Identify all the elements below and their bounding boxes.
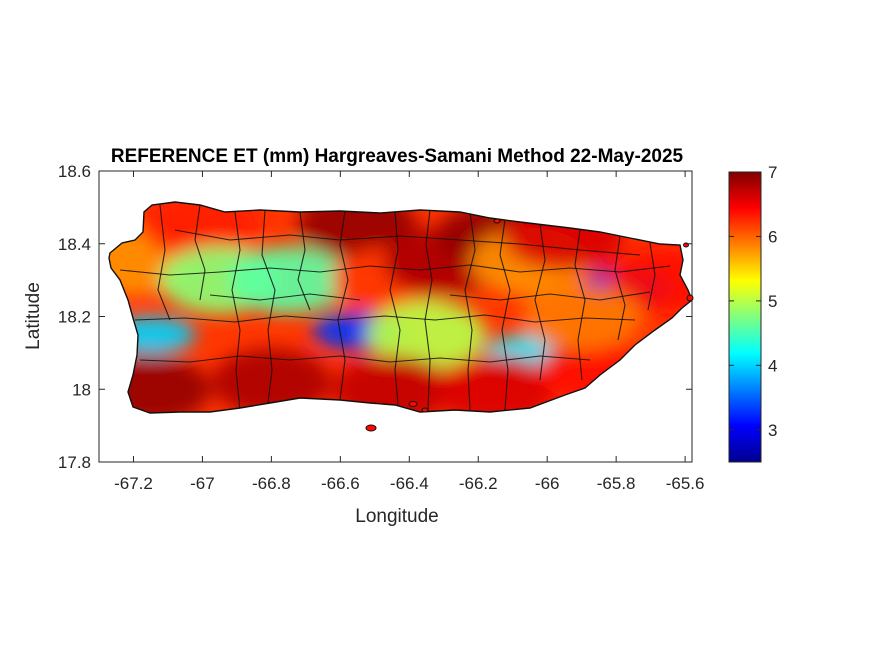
offshore-island-1 [408, 401, 418, 407]
y-axis-label: Latitude [23, 282, 44, 350]
colorbar-tick-label: 4 [768, 356, 777, 375]
x-tick-label: -66.6 [321, 474, 360, 493]
municipality-boundary-16 [139, 355, 591, 363]
x-axis-label: Longitude [355, 506, 438, 527]
colorbar-ticks: 7 6 5 4 3 [729, 163, 777, 440]
y-axis: 18.6 18.4 18.2 18 17.8 [58, 162, 692, 472]
colorbar [728, 171, 762, 463]
municipality-boundaries [119, 204, 671, 411]
municipality-boundary-8 [464, 211, 476, 411]
puerto-rico-outline [108, 201, 693, 414]
municipality-boundary-19 [449, 291, 651, 301]
x-tick-label: -65.6 [666, 474, 705, 493]
y-tick-label: 18.4 [58, 235, 91, 254]
x-tick-label: -65.8 [597, 474, 636, 493]
y-tick-label: 17.8 [58, 453, 91, 472]
et-region-19 [435, 355, 556, 413]
municipality-boundary-15 [134, 314, 636, 323]
offshore-islands [365, 218, 694, 432]
x-tick-label: -67 [190, 474, 215, 493]
y-tick-label: 18.6 [58, 162, 91, 181]
offshore-island-2 [421, 407, 429, 413]
municipality-boundary-13 [647, 242, 656, 311]
y-tick-label: 18.2 [58, 308, 91, 327]
municipality-boundary-5 [337, 210, 349, 401]
y-tick-label: 18 [72, 380, 91, 399]
municipality-boundary-1 [194, 204, 206, 301]
offshore-island-5 [686, 294, 694, 302]
municipality-boundary-6 [389, 211, 401, 406]
municipality-boundary-18 [209, 293, 361, 301]
colorbar-tick-label: 5 [768, 292, 777, 311]
x-tick-label: -66.4 [390, 474, 429, 493]
municipality-boundary-0 [157, 204, 171, 321]
offshore-island-0 [365, 424, 377, 432]
et-region-11 [607, 246, 692, 315]
municipality-boundary-2 [231, 211, 241, 411]
chart-title: REFERENCE ET (mm) Hargreaves-Samani Meth… [111, 146, 684, 167]
municipality-boundary-14 [119, 264, 671, 276]
municipality-boundary-7 [424, 209, 433, 411]
x-tick-label: -66 [535, 474, 560, 493]
colorbar-tick-label: 3 [768, 421, 777, 440]
colorbar-tick-label: 7 [768, 163, 777, 182]
x-tick-label: -67.2 [114, 474, 153, 493]
offshore-island-3 [493, 218, 501, 224]
colorbar-tick-label: 6 [768, 227, 777, 246]
municipality-boundary-3 [261, 209, 276, 404]
coastline [108, 201, 693, 414]
x-tick-label: -66.8 [252, 474, 291, 493]
municipality-boundary-11 [574, 229, 586, 381]
x-axis: -67.2 -67 -66.8 -66.6 -66.4 -66.2 -66 -65.8 -65.… [114, 171, 704, 493]
municipality-boundary-9 [499, 219, 511, 411]
x-tick-label: -66.2 [459, 474, 498, 493]
municipality-boundary-10 [534, 223, 546, 381]
et-region-3 [228, 246, 349, 315]
municipality-boundary-17 [174, 229, 641, 256]
